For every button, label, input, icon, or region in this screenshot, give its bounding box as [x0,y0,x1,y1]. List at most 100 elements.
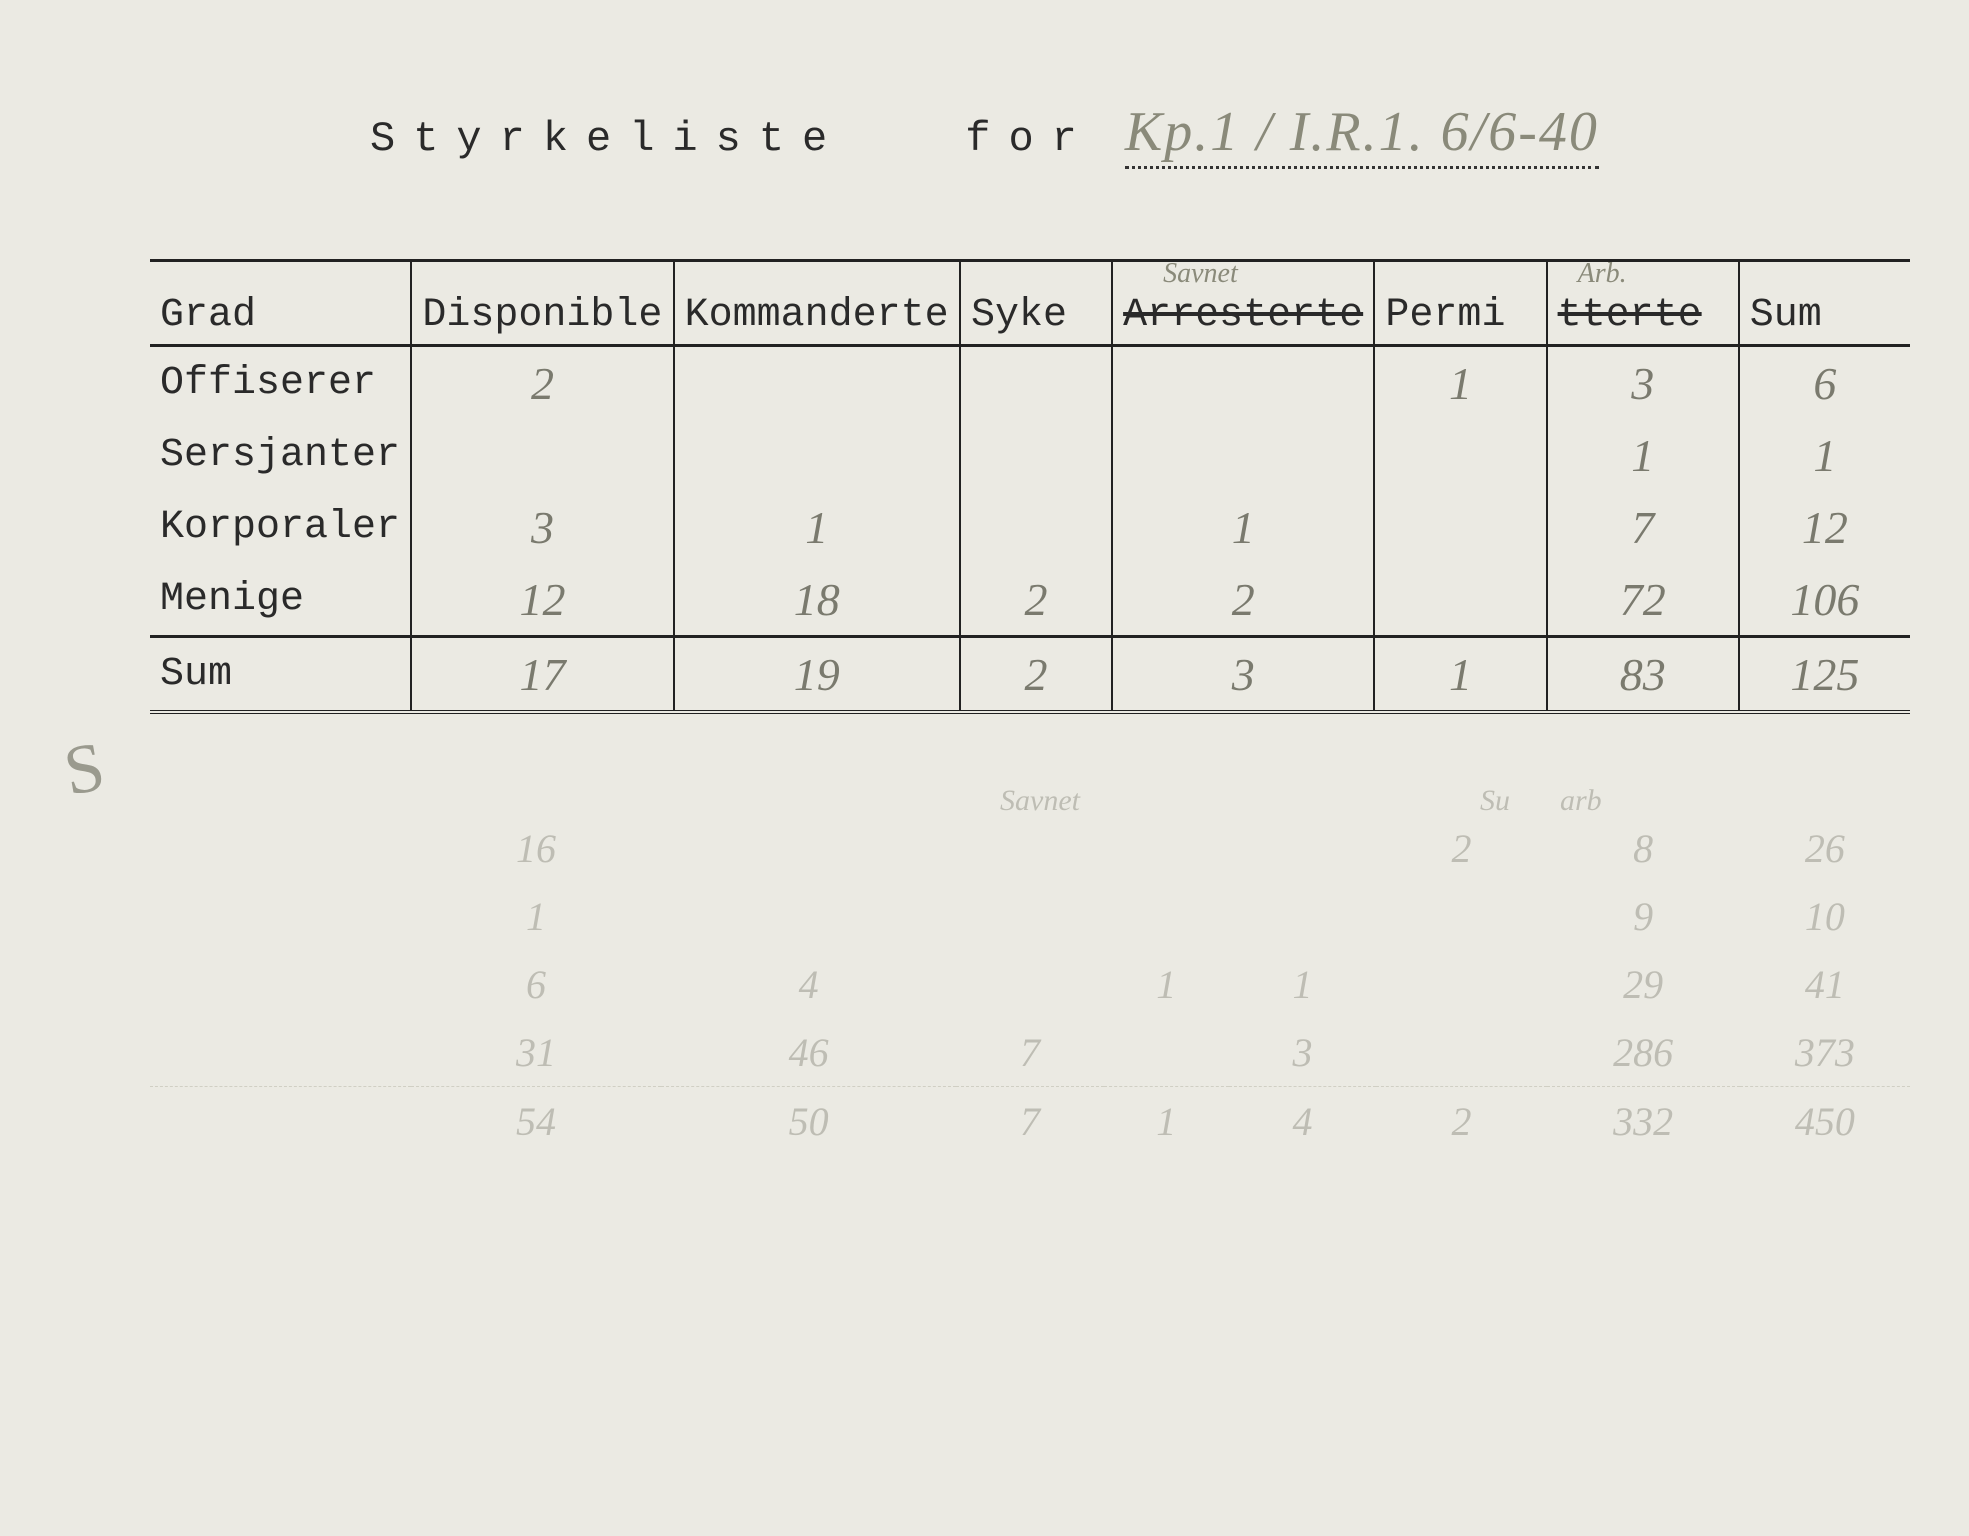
cell: 7 [1558,501,1728,554]
cell: 2 [422,357,662,410]
cell-label: Korporaler [150,491,411,563]
document-page: Styrkeliste for Kp.1 / I.R.1. 6/6-40 Gra… [0,0,1969,1536]
cell: 2 [1376,1087,1546,1156]
col-grad: Grad [150,261,411,346]
cell [1376,1018,1546,1087]
cell: 2 [971,573,1101,626]
row-offiserer: Offiserer 2 1 3 6 [150,346,1910,420]
cell: 72 [1558,573,1728,626]
cell: 286 [1547,1018,1740,1087]
cell: 1 [1558,429,1728,482]
title-for: for [965,115,1095,163]
cell: 41 [1740,950,1910,1018]
cell-label: Sum [150,637,411,713]
cell: 106 [1750,573,1900,626]
cell [1104,1018,1229,1087]
cell: 6 [1750,357,1900,410]
cell: 1 [1104,1087,1229,1156]
cell [956,950,1104,1018]
faint-table-wrap: Savnet Su arb 16 2 8 26 [150,784,1910,1155]
main-table-wrap: Grad Disponible Kommanderte Syke Savnet … [150,259,1910,714]
faint-row: 1 9 10 [150,882,1910,950]
cell: 373 [1740,1018,1910,1087]
col-disponible: Disponible [411,261,673,346]
cell [150,1087,411,1156]
cell: 54 [411,1087,661,1156]
cell: 1 [1750,429,1900,482]
cell: 1 [1385,648,1535,701]
cell [661,882,956,950]
arb-annotation: Arb. [1578,258,1627,290]
row-korporaler: Korporaler 3 1 1 7 12 [150,491,1910,563]
cell: 2 [1123,573,1363,626]
cell: 8 [1547,814,1740,882]
tterte-struck: tterte [1558,293,1702,338]
cell: 3 [422,501,662,554]
cell: 19 [685,648,949,701]
cell-label: Menige [150,563,411,637]
faint-annot-arb: arb [1560,784,1602,818]
title-handwritten: Kp.1 / I.R.1. 6/6-40 [1125,100,1599,169]
faint-annot-su: Su [1480,784,1510,818]
cell: 3 [1558,357,1728,410]
cell [956,814,1104,882]
title-prefix: Styrkeliste [370,115,845,163]
cell: 3 [1123,648,1363,701]
cell: 17 [422,648,662,701]
cell [150,882,411,950]
row-sersjanter: Sersjanter 1 1 [150,419,1910,491]
col-syke: Syke [960,261,1112,346]
cell [1376,882,1546,950]
cell: 46 [661,1018,956,1087]
cell [150,814,411,882]
col-kommanderte: Kommanderte [674,261,960,346]
cell: 450 [1740,1087,1910,1156]
main-table: Grad Disponible Kommanderte Syke Savnet … [150,259,1910,714]
cell: 50 [661,1087,956,1156]
cell: 12 [1750,501,1900,554]
cell: 16 [411,814,661,882]
cell [1229,814,1377,882]
cell: 7 [956,1087,1104,1156]
cell [150,950,411,1018]
cell: 18 [685,573,949,626]
cell [150,1018,411,1087]
faint-table: 16 2 8 26 1 9 [150,814,1910,1155]
cell [1229,882,1377,950]
cell: 1 [411,882,661,950]
margin-mark: S [58,727,110,813]
table-body: Offiserer 2 1 3 6 Sersjanter 1 [150,346,1910,713]
cell: 6 [411,950,661,1018]
cell [1376,950,1546,1018]
cell: 12 [422,573,662,626]
faint-row: 6 4 1 1 29 41 [150,950,1910,1018]
faint-row: 16 2 8 26 [150,814,1910,882]
col-permitterte: Permi [1374,261,1546,346]
cell: 29 [1547,950,1740,1018]
permi-prefix: Permi [1385,293,1505,338]
cell: 1 [685,501,949,554]
cell [1104,882,1229,950]
faint-annot-savnet: Savnet [1000,784,1080,818]
cell: 125 [1750,648,1900,701]
cell: 26 [1740,814,1910,882]
cell: 31 [411,1018,661,1087]
col-sum: Sum [1739,261,1910,346]
cell: 2 [971,648,1101,701]
savnet-annotation: Savnet [1163,258,1238,290]
cell: 4 [1229,1087,1377,1156]
cell: 1 [1123,501,1363,554]
title: Styrkeliste for Kp.1 / I.R.1. 6/6-40 [370,100,1879,169]
cell [956,882,1104,950]
cell: 1 [1385,357,1535,410]
cell: 10 [1740,882,1910,950]
cell [661,814,956,882]
cell: 9 [1547,882,1740,950]
cell: 83 [1558,648,1728,701]
col-arresterte: Savnet Arresterte [1112,261,1374,346]
cell: 332 [1547,1087,1740,1156]
row-sum: Sum 17 19 2 3 1 83 125 [150,637,1910,713]
cell: 2 [1376,814,1546,882]
header-row: Grad Disponible Kommanderte Syke Savnet … [150,261,1910,346]
faint-row-sum: 54 50 7 1 4 2 332 450 [150,1087,1910,1156]
